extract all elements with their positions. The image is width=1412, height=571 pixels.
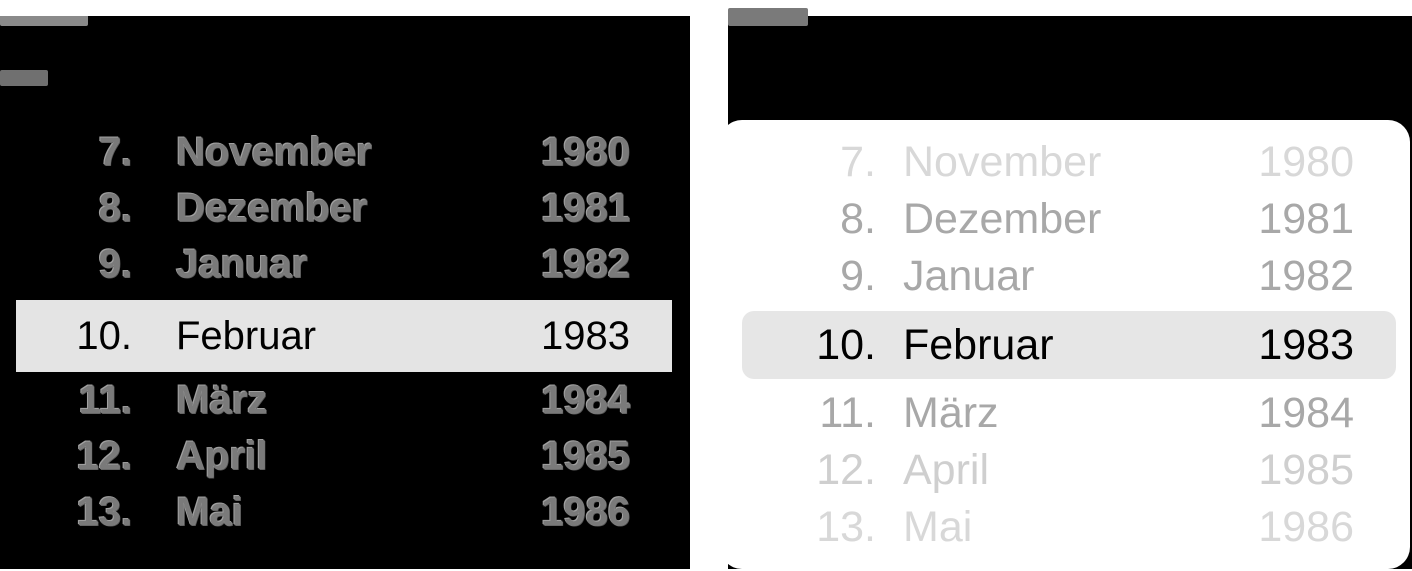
month-cell: November — [903, 138, 1102, 186]
selected-picker-row[interactable]: 10. Februar 1983 — [16, 300, 672, 372]
month-cell: Januar — [903, 252, 1035, 300]
month-cell: April — [176, 434, 268, 478]
picker-row[interactable]: 12. April 1985 — [0, 428, 690, 484]
year-cell: 1984 — [1258, 389, 1354, 437]
picker-row[interactable]: 7. November 1980 — [720, 134, 1410, 191]
day-cell: 11. — [78, 378, 132, 422]
selected-picker-row[interactable]: 10. Februar 1983 — [742, 311, 1396, 379]
month-cell: März — [903, 389, 999, 437]
picker-row[interactable]: 9. Januar 1982 — [0, 236, 690, 292]
year-cell: 1983 — [541, 314, 630, 358]
month-cell: Mai — [903, 503, 973, 551]
picker-row[interactable]: 13. Mai 1986 — [720, 499, 1410, 556]
day-cell: 8. — [840, 195, 876, 243]
day-cell: 7. — [98, 130, 132, 174]
placeholder-tag — [0, 70, 48, 86]
month-cell: Februar — [903, 321, 1054, 369]
year-cell: 1982 — [541, 242, 630, 286]
picker-row[interactable]: 7. November 1980 — [0, 124, 690, 180]
year-cell: 1982 — [1258, 252, 1354, 300]
month-cell: November — [176, 130, 372, 174]
picker-row[interactable]: 13. Mai 1986 — [0, 484, 690, 540]
dark-picker-wheel[interactable]: 7. November 1980 8. Dezember 1981 9. Jan… — [0, 124, 690, 540]
placeholder-tag — [0, 16, 88, 26]
year-cell: 1986 — [541, 490, 630, 534]
picker-row[interactable]: 11. März 1984 — [720, 385, 1410, 442]
picker-row[interactable]: 9. Januar 1982 — [720, 248, 1410, 305]
year-cell: 1985 — [1258, 446, 1354, 494]
year-cell: 1983 — [1258, 321, 1354, 369]
picker-row[interactable]: 11. März 1984 — [0, 372, 690, 428]
picker-row[interactable]: 8. Dezember 1981 — [0, 180, 690, 236]
month-cell: Dezember — [176, 186, 368, 230]
year-cell: 1985 — [541, 434, 630, 478]
month-cell: März — [176, 378, 268, 422]
year-cell: 1981 — [541, 186, 630, 230]
day-cell: 11. — [819, 389, 876, 437]
day-cell: 9. — [840, 252, 876, 300]
month-cell: Januar — [176, 242, 308, 286]
day-cell: 10. — [816, 321, 876, 369]
picker-row[interactable]: 8. Dezember 1981 — [720, 191, 1410, 248]
month-cell: Dezember — [903, 195, 1102, 243]
year-cell: 1984 — [541, 378, 630, 422]
month-cell: Februar — [176, 314, 317, 358]
year-cell: 1981 — [1258, 195, 1354, 243]
day-cell: 12. — [76, 434, 132, 478]
day-cell: 10. — [76, 314, 132, 358]
month-cell: Mai — [176, 490, 243, 534]
picker-row[interactable]: 12. April 1985 — [720, 442, 1410, 499]
year-cell: 1986 — [1258, 503, 1354, 551]
light-date-picker: 7. November 1980 8. Dezember 1981 9. Jan… — [720, 120, 1410, 569]
month-cell: April — [903, 446, 990, 494]
year-cell: 1980 — [1258, 138, 1354, 186]
year-cell: 1980 — [541, 130, 630, 174]
light-picker-wheel[interactable]: 7. November 1980 8. Dezember 1981 9. Jan… — [720, 134, 1410, 556]
day-cell: 7. — [840, 138, 876, 186]
day-cell: 13. — [816, 503, 876, 551]
placeholder-tag — [728, 8, 808, 26]
day-cell: 9. — [98, 242, 132, 286]
day-cell: 13. — [76, 490, 132, 534]
dark-date-picker: 7. November 1980 8. Dezember 1981 9. Jan… — [0, 16, 690, 569]
day-cell: 12. — [816, 446, 876, 494]
day-cell: 8. — [98, 186, 132, 230]
